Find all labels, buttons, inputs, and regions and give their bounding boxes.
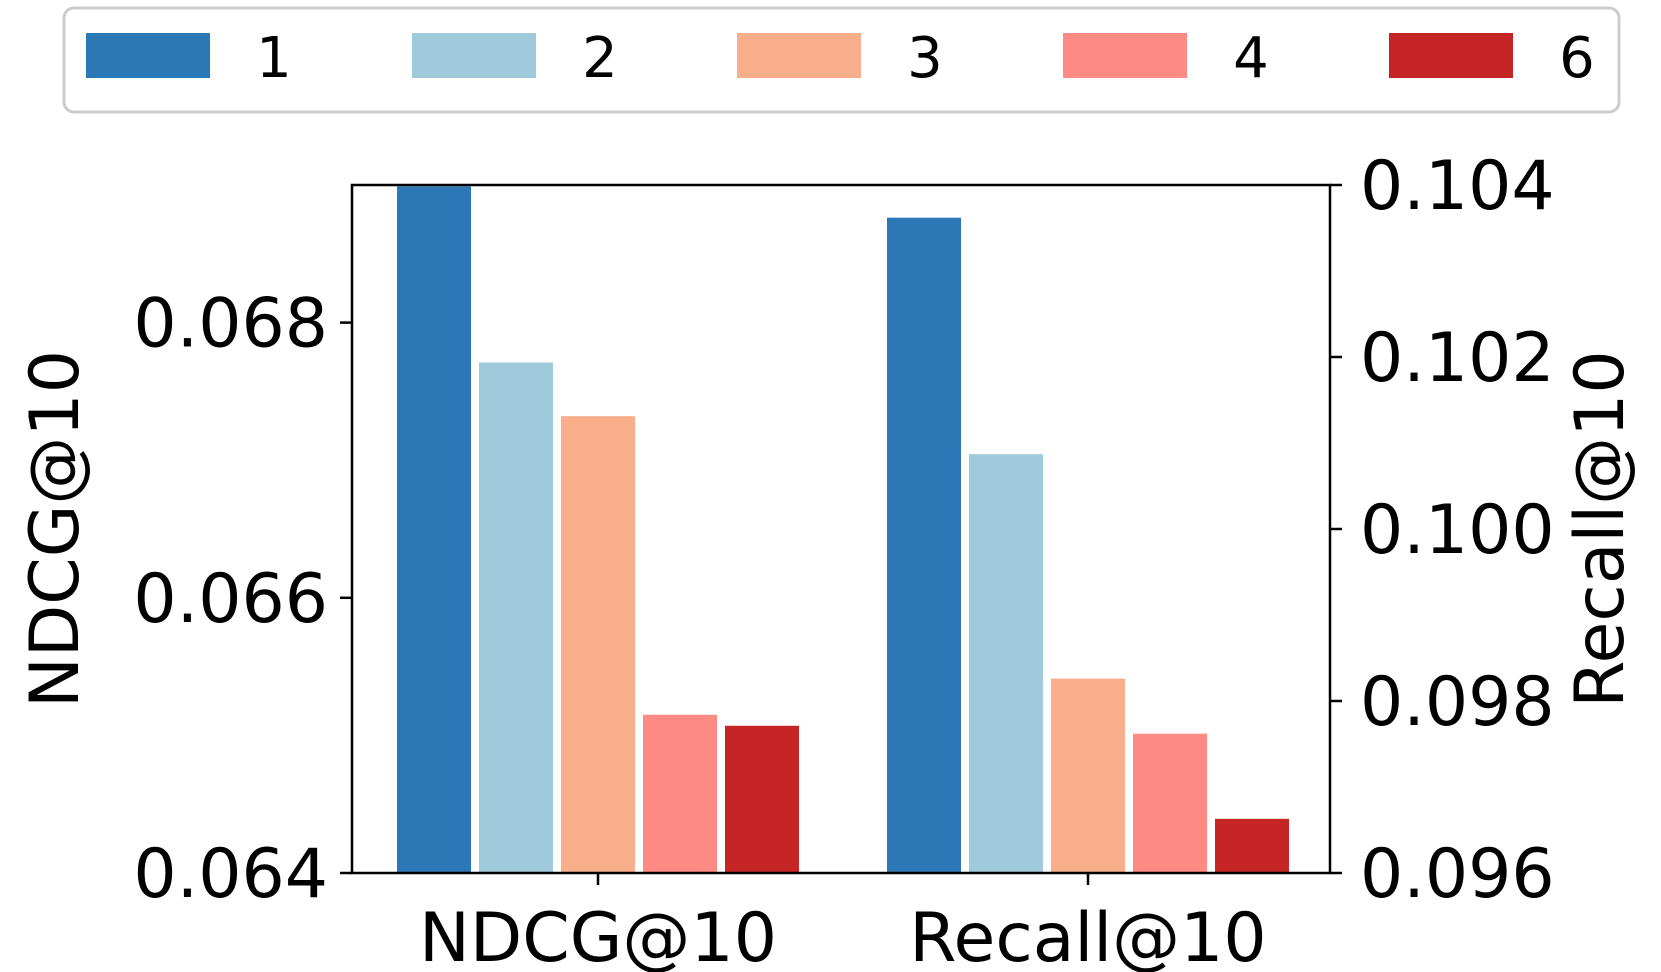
bar-recall-10-series-2 — [969, 454, 1043, 873]
bar-recall-10-series-3 — [1051, 678, 1125, 873]
bar-ndcg-10-series-3 — [561, 416, 635, 873]
legend-label-4: 4 — [1233, 26, 1269, 91]
legend-label-1: 1 — [256, 26, 292, 91]
x-tick-label-ndcg-10: NDCG@10 — [419, 899, 777, 972]
x-tick-label-recall-10: Recall@10 — [909, 899, 1266, 972]
bars — [397, 186, 1289, 874]
legend-label-6: 6 — [1559, 26, 1595, 91]
bar-recall-10-series-6 — [1215, 818, 1289, 873]
bar-recall-10-series-4 — [1133, 733, 1207, 873]
bar-ndcg-10-series-6 — [725, 725, 799, 873]
legend-label-2: 2 — [582, 26, 618, 91]
right-tick-label: 0.104 — [1360, 147, 1555, 226]
right-tick-label: 0.102 — [1360, 319, 1555, 398]
axes: 0.064 0.066 0.068 NDCG@10 0.096 0.098 0.100 0.1… — [16, 147, 1640, 972]
bar-ndcg-10-series-1 — [397, 186, 471, 874]
legend-swatch-2 — [412, 33, 536, 78]
left-tick-label: 0.064 — [133, 835, 328, 914]
bar-ndcg-10-series-4 — [643, 714, 717, 873]
legend-swatch-6 — [1389, 33, 1513, 78]
left-axis-title: NDCG@10 — [16, 350, 95, 708]
left-tick-label: 0.068 — [133, 285, 328, 364]
right-tick-label: 0.100 — [1360, 491, 1555, 570]
legend-swatch-4 — [1063, 33, 1187, 78]
right-tick-label: 0.098 — [1360, 663, 1555, 742]
legend: 1 2 3 4 6 — [62, 6, 1621, 114]
right-tick-label: 0.096 — [1360, 835, 1555, 914]
left-tick-label: 0.066 — [133, 560, 328, 639]
bar-ndcg-10-series-2 — [479, 362, 553, 873]
legend-swatch-1 — [86, 33, 210, 78]
bar-recall-10-series-1 — [887, 217, 961, 873]
legend-label-3: 3 — [907, 26, 943, 91]
legend-swatch-3 — [737, 33, 861, 78]
right-axis-title: Recall@10 — [1561, 350, 1640, 707]
